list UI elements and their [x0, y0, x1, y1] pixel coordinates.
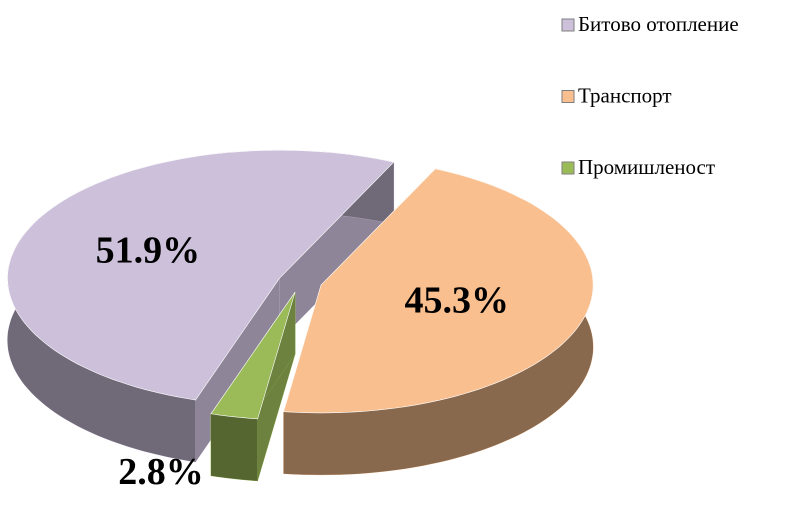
legend-swatch	[561, 161, 575, 175]
legend-label: Промишленост	[578, 155, 715, 179]
slice-top	[283, 168, 594, 414]
legend-swatch	[561, 18, 575, 32]
slice	[7, 149, 395, 463]
slice	[210, 291, 296, 482]
slice	[283, 168, 594, 476]
legend-swatch	[561, 90, 575, 103]
data-label: 45.3%	[405, 279, 510, 321]
slice-top	[210, 291, 296, 420]
legend-label: Транспорт	[578, 83, 672, 107]
data-label: 2.8%	[118, 451, 204, 493]
slice-top	[7, 149, 395, 401]
legend-label: Битово отопление	[578, 12, 739, 36]
data-label: 51.9%	[96, 230, 201, 272]
slice-outer-side-shade	[211, 413, 258, 481]
